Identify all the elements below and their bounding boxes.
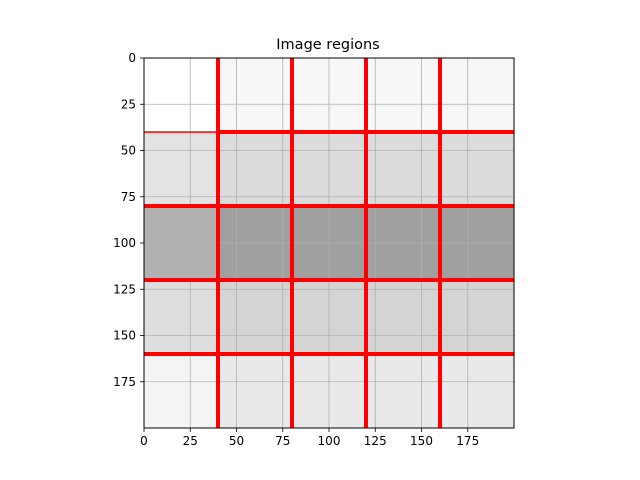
x-tick-label-100: 100 [318, 434, 341, 448]
x-axis: 0 25 50 75 100 125 150 175 [140, 428, 479, 448]
y-tick-label-100: 100 [113, 236, 136, 250]
chart-title: Image regions [276, 37, 379, 53]
region-cell-4-0 [144, 354, 218, 428]
x-tick-label-50: 50 [229, 434, 244, 448]
grid-lines [144, 58, 514, 428]
y-tick-label-25: 25 [121, 97, 136, 111]
region-cell-3-0 [144, 280, 218, 354]
y-tick-label-125: 125 [113, 282, 136, 296]
region-cut-lines [144, 58, 514, 428]
region-cell-1-0 [144, 132, 218, 206]
y-tick-label-50: 50 [121, 144, 136, 158]
x-tick-label-125: 125 [364, 434, 387, 448]
y-tick-label-75: 75 [121, 190, 136, 204]
y-axis: 0 25 50 75 100 125 150 175 [113, 51, 144, 389]
x-tick-label-175: 175 [456, 434, 479, 448]
x-tick-label-25: 25 [183, 434, 198, 448]
x-tick-label-75: 75 [275, 434, 290, 448]
y-tick-label-175: 175 [113, 375, 136, 389]
x-tick-label-0: 0 [140, 434, 148, 448]
region-cell-0-0 [144, 58, 218, 132]
y-tick-label-0: 0 [128, 51, 136, 65]
y-tick-label-150: 150 [113, 329, 136, 343]
x-tick-label-150: 150 [410, 434, 433, 448]
